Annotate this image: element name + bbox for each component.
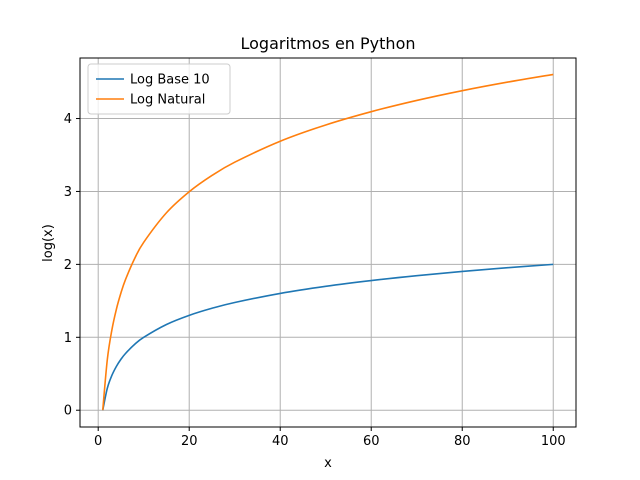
x-tick-label: 0 xyxy=(94,434,102,449)
series-line-0 xyxy=(101,263,554,411)
legend: Log Base 10 Log Natural xyxy=(87,63,231,115)
chart-title: Logaritmos en Python xyxy=(240,34,415,53)
x-axis-label: x xyxy=(324,456,332,471)
legend-label-0: Log Base 10 xyxy=(130,73,210,88)
x-tick-label: 20 xyxy=(181,434,198,449)
x-tick-label: 100 xyxy=(541,434,566,449)
legend-box xyxy=(87,63,231,115)
legend-label-1: Log Natural xyxy=(130,93,205,108)
y-tick-label: 0 xyxy=(64,404,72,419)
grid xyxy=(80,58,576,427)
axis-ticks: 0 20 40 60 80 100 0 1 2 3 4 xyxy=(64,112,566,449)
plot-frame xyxy=(79,57,577,428)
y-tick-label: 2 xyxy=(64,258,72,273)
x-tick-label: 40 xyxy=(272,434,289,449)
x-tick-label: 80 xyxy=(454,434,471,449)
y-tick-label: 4 xyxy=(64,112,72,127)
series-line-1 xyxy=(101,73,554,411)
series-lines xyxy=(101,73,554,411)
y-tick-label: 3 xyxy=(64,185,72,200)
y-axis-label: log(x) xyxy=(41,224,56,262)
y-tick-label: 1 xyxy=(64,331,72,346)
x-tick-label: 60 xyxy=(363,434,380,449)
